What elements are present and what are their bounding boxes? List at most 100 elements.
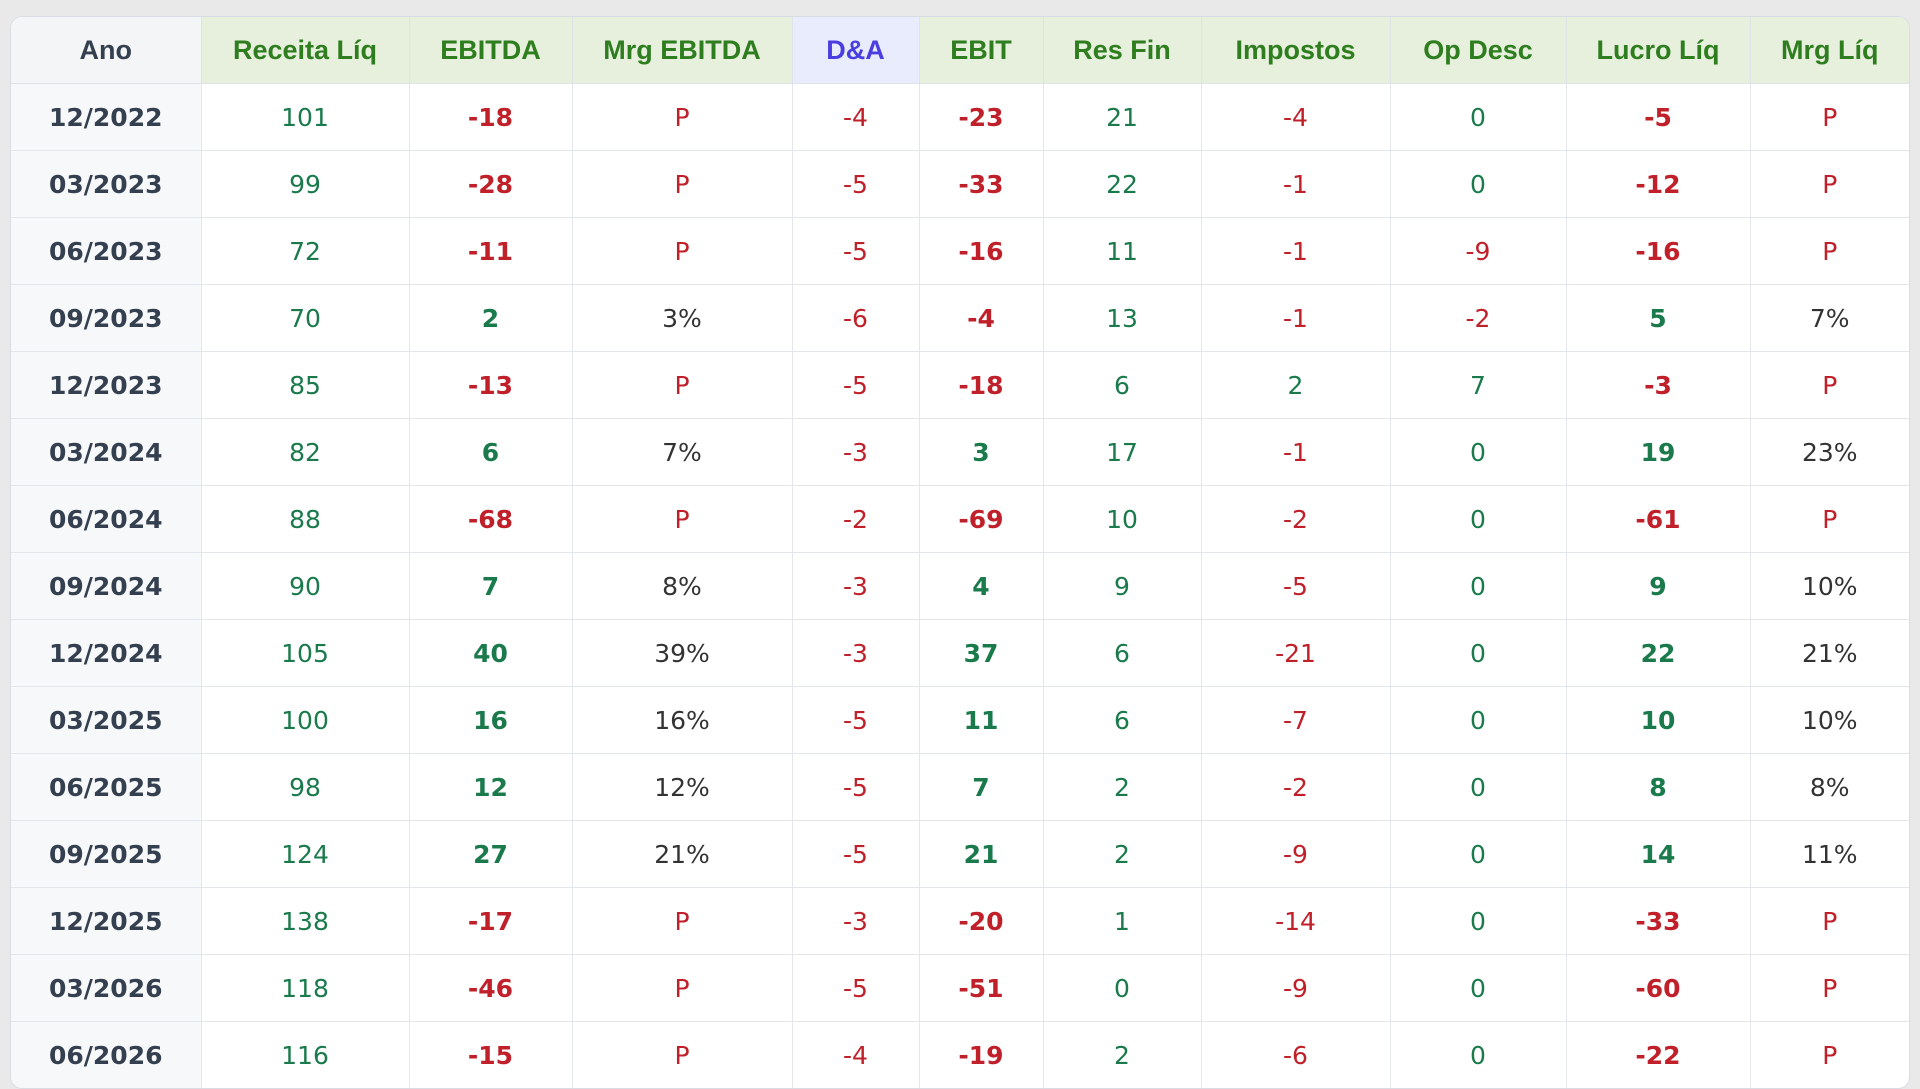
value-cell: -69 bbox=[919, 485, 1044, 553]
period-cell: 09/2025 bbox=[11, 820, 202, 888]
value-cell: 23% bbox=[1750, 418, 1909, 486]
value-cell: 12 bbox=[409, 753, 573, 821]
value-cell: -2 bbox=[1201, 753, 1391, 821]
value-cell: -33 bbox=[919, 150, 1044, 218]
value-cell: 105 bbox=[201, 619, 410, 687]
value-cell: -14 bbox=[1201, 887, 1391, 955]
value-cell: 19 bbox=[1566, 418, 1751, 486]
value-cell: -12 bbox=[1566, 150, 1751, 218]
value-cell: -4 bbox=[1201, 83, 1391, 151]
value-cell: -1 bbox=[1201, 284, 1391, 352]
value-cell: 3 bbox=[919, 418, 1044, 486]
value-cell: -5 bbox=[792, 150, 920, 218]
column-header: EBIT bbox=[919, 17, 1044, 84]
value-cell: -5 bbox=[1566, 83, 1751, 151]
value-cell: 88 bbox=[201, 485, 410, 553]
value-cell: 8 bbox=[1566, 753, 1751, 821]
column-header: EBITDA bbox=[409, 17, 573, 84]
value-cell: 1 bbox=[1043, 887, 1202, 955]
value-cell: P bbox=[572, 217, 793, 285]
value-cell: P bbox=[572, 1021, 793, 1088]
value-cell: 11 bbox=[1043, 217, 1202, 285]
table-row: 03/2023 99 -28 P -5 -33 22 -1 0 -12 P bbox=[11, 150, 1909, 218]
value-cell: P bbox=[572, 485, 793, 553]
period-cell: 09/2024 bbox=[11, 552, 202, 620]
value-cell: -2 bbox=[792, 485, 920, 553]
column-header: Res Fin bbox=[1043, 17, 1202, 84]
value-cell: 21 bbox=[1043, 83, 1202, 151]
value-cell: -6 bbox=[792, 284, 920, 352]
value-cell: -16 bbox=[919, 217, 1044, 285]
value-cell: 118 bbox=[201, 954, 410, 1022]
table-row: 09/2025 124 27 21% -5 21 2 -9 0 14 11% bbox=[11, 820, 1909, 888]
period-cell: 12/2022 bbox=[11, 83, 202, 151]
value-cell: -4 bbox=[792, 1021, 920, 1088]
value-cell: -1 bbox=[1201, 217, 1391, 285]
value-cell: -5 bbox=[792, 753, 920, 821]
value-cell: 13 bbox=[1043, 284, 1202, 352]
value-cell: 7% bbox=[572, 418, 793, 486]
column-header: Impostos bbox=[1201, 17, 1391, 84]
value-cell: 9 bbox=[1566, 552, 1751, 620]
value-cell: 22 bbox=[1043, 150, 1202, 218]
table-row: 03/2024 82 6 7% -3 3 17 -1 0 19 23% bbox=[11, 418, 1909, 486]
value-cell: 99 bbox=[201, 150, 410, 218]
value-cell: -3 bbox=[792, 418, 920, 486]
table-row: 09/2023 70 2 3% -6 -4 13 -1 -2 5 7% bbox=[11, 284, 1909, 352]
value-cell: 0 bbox=[1390, 150, 1567, 218]
value-cell: -3 bbox=[1566, 351, 1751, 419]
value-cell: -5 bbox=[792, 351, 920, 419]
value-cell: 6 bbox=[1043, 351, 1202, 419]
value-cell: 72 bbox=[201, 217, 410, 285]
value-cell: P bbox=[1750, 351, 1909, 419]
table-row: 06/2025 98 12 12% -5 7 2 -2 0 8 8% bbox=[11, 753, 1909, 821]
value-cell: 37 bbox=[919, 619, 1044, 687]
value-cell: -5 bbox=[792, 820, 920, 888]
value-cell: 22 bbox=[1566, 619, 1751, 687]
value-cell: -6 bbox=[1201, 1021, 1391, 1088]
value-cell: P bbox=[1750, 217, 1909, 285]
value-cell: -51 bbox=[919, 954, 1044, 1022]
value-cell: 39% bbox=[572, 619, 793, 687]
value-cell: -46 bbox=[409, 954, 573, 1022]
value-cell: -33 bbox=[1566, 887, 1751, 955]
table-row: 03/2025 100 16 16% -5 11 6 -7 0 10 10% bbox=[11, 686, 1909, 754]
table-row: 12/2023 85 -13 P -5 -18 6 2 7 -3 P bbox=[11, 351, 1909, 419]
value-cell: -20 bbox=[919, 887, 1044, 955]
column-header: Op Desc bbox=[1390, 17, 1567, 84]
value-cell: -9 bbox=[1201, 954, 1391, 1022]
value-cell: -21 bbox=[1201, 619, 1391, 687]
period-cell: 06/2026 bbox=[11, 1021, 202, 1088]
value-cell: 21% bbox=[572, 820, 793, 888]
value-cell: P bbox=[1822, 1040, 1838, 1070]
value-cell: 2 bbox=[1043, 753, 1202, 821]
value-cell: 5 bbox=[1566, 284, 1751, 352]
period-cell: 06/2025 bbox=[11, 753, 202, 821]
value-cell: 0 bbox=[1390, 954, 1567, 1022]
value-cell: -5 bbox=[792, 954, 920, 1022]
value-cell: 82 bbox=[201, 418, 410, 486]
value-cell: 0 bbox=[1390, 887, 1567, 955]
value-cell: P bbox=[1750, 954, 1909, 1022]
table-row: 12/2025 138 -17 P -3 -20 1 -14 0 -33 P bbox=[11, 887, 1909, 955]
value-cell: -5 bbox=[792, 217, 920, 285]
column-header: D&A bbox=[792, 17, 920, 84]
value-cell: 7 bbox=[409, 552, 573, 620]
value-cell: -3 bbox=[792, 619, 920, 687]
value-cell: 6 bbox=[1043, 686, 1202, 754]
column-header: Ano bbox=[11, 17, 202, 84]
value-cell: P bbox=[572, 83, 793, 151]
value-cell: 8% bbox=[1750, 753, 1909, 821]
value-cell: 116 bbox=[201, 1021, 410, 1088]
value-cell: 2 bbox=[409, 284, 573, 352]
value-cell: P bbox=[1750, 83, 1909, 151]
value-cell: 6 bbox=[409, 418, 573, 486]
value-cell: 10% bbox=[1750, 552, 1909, 620]
value-cell: 16 bbox=[409, 686, 573, 754]
value-cell: -23 bbox=[919, 83, 1044, 151]
value-cell: 138 bbox=[201, 887, 410, 955]
period-cell: 09/2023 bbox=[11, 284, 202, 352]
table-row: 12/2024 105 40 39% -3 37 6 -21 0 22 21% bbox=[11, 619, 1909, 687]
value-cell: P bbox=[1750, 887, 1909, 955]
table-row: 06/2024 88 -68 P -2 -69 10 -2 0 -61 P bbox=[11, 485, 1909, 553]
